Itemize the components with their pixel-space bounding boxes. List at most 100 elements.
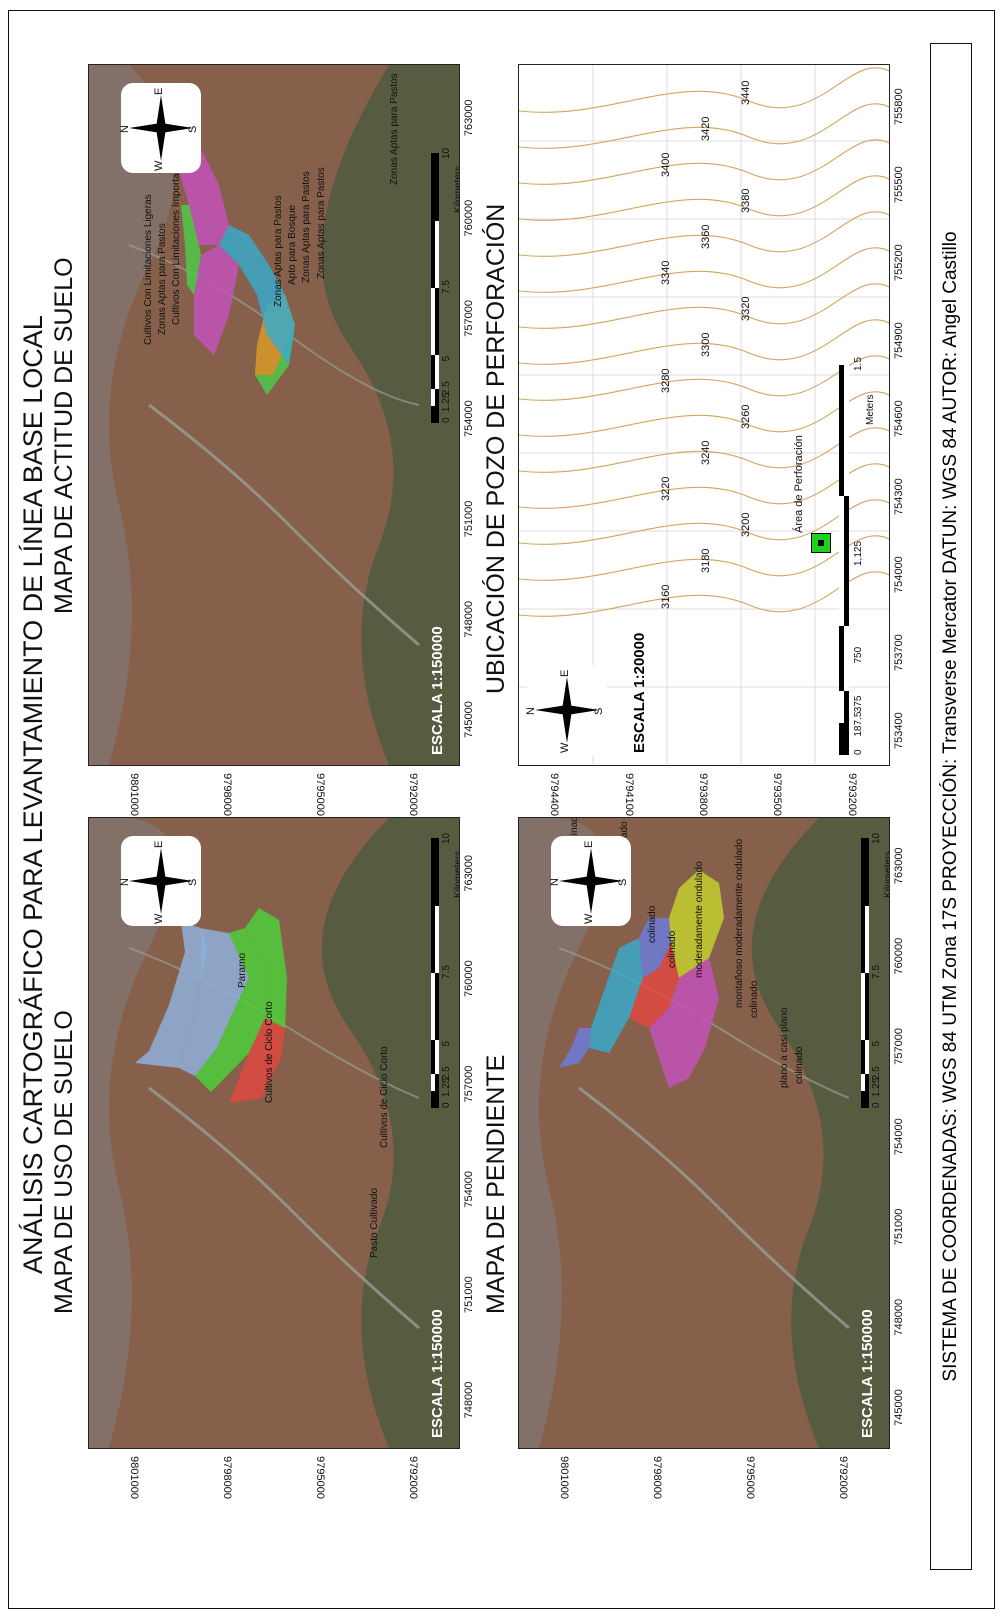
contour-line (519, 247, 889, 293)
aptitud-label-7: Cultivos Con Limitaciones Ligeras (143, 194, 154, 345)
contour-label: 3400 (660, 153, 672, 177)
contour-line (519, 283, 889, 329)
y-tick-label: 9794400 (548, 773, 561, 816)
slope-label-3: colinado (667, 930, 678, 968)
contour-line (519, 571, 889, 617)
x-tick-label: 748000 (463, 600, 475, 638)
y-tick-label: 9798000 (650, 1456, 663, 1499)
scalebar-unit: Kilometers (883, 850, 890, 898)
scalebar-tick-label: 2.5 (441, 1066, 452, 1081)
x-tick-label: 754300 (893, 478, 905, 515)
contour-label: 3300 (700, 333, 712, 357)
x-tick-label: 755500 (893, 166, 905, 203)
scalebar-graphic (861, 838, 869, 1108)
north-e: E (153, 840, 165, 848)
cultivos-label: Cultivos de Ciclo Corto (264, 1001, 275, 1103)
contour-line (519, 103, 889, 149)
contour-line (519, 175, 889, 221)
contour-line (519, 535, 889, 581)
contour-line (519, 319, 889, 365)
contour-label: 3160 (660, 585, 672, 609)
scalebar-ticks: 0 1.25 2.5 5 7.5 10 Kilometers (441, 148, 460, 423)
scalebar-ticks: 0 187.5 375 750 1,125 1.5 Meters (853, 357, 876, 755)
north-w: W (559, 742, 571, 753)
limitaciones-importantes-polygon (219, 225, 295, 365)
uso-suelo-map[interactable]: ESCALA 1:150000 Paramo Cultivos de Ciclo… (88, 817, 460, 1449)
slope-label-4: moderadamente ondulado (694, 861, 705, 978)
x-tick-label: 755200 (893, 244, 905, 281)
scalebar-tick-label: 7.5 (871, 965, 882, 979)
scale-label: ESCALA 1:20000 (631, 632, 648, 753)
scalebar: 0 1.25 2.5 5 7.5 10 Kilometers (431, 833, 460, 1108)
aptitud-label-3: Apto para Bosque (287, 204, 298, 285)
cultivos-polygon (195, 928, 267, 1092)
slope-label-8: colinado (794, 1046, 805, 1084)
scalebar-tick-label: 0 (441, 1102, 452, 1108)
pendiente-map[interactable]: ESCALA 1:150000 colinado colinado escarp… (518, 817, 890, 1449)
x-tick-label: 763000 (893, 847, 905, 885)
scalebar-ticks: 0 1.25 2.5 5 7.5 10 Kilometers (441, 833, 460, 1108)
x-tick-label: 757000 (893, 1028, 905, 1065)
compass-icon (129, 848, 193, 914)
x-tick-label: 760000 (893, 937, 905, 975)
scalebar: 0 1.25 2.5 5 7.5 10 Kilometers (861, 833, 890, 1108)
actitud-suelo-map[interactable]: ESCALA 1:150000 Zonas Aptas para Pastos … (88, 64, 460, 766)
scalebar-graphic (839, 365, 849, 755)
x-tick-label: 754000 (463, 1170, 475, 1208)
north-n: N (119, 125, 131, 133)
y-tick-label: 9793500 (771, 773, 784, 816)
y-tick-label: 9801000 (127, 1456, 140, 1499)
scalebar-tick-label: 750 (853, 646, 864, 664)
contour-line (519, 355, 889, 401)
scalebar-tick-label: 5 (441, 355, 452, 362)
scalebar-tick-label: 2.5 (871, 1066, 882, 1081)
drill-point[interactable] (811, 533, 831, 553)
aptitud-label-2: Zonas Aptas para Pastos (301, 171, 312, 283)
pasto-polygon (229, 1018, 285, 1103)
scalebar-tick-label: 10 (441, 832, 452, 844)
y-tick-label: 9793200 (845, 773, 858, 816)
y-tick-label: 9794100 (622, 773, 635, 816)
aptitud-label-6: Zonas Aptas para Pastos (157, 223, 168, 335)
y-tick-label: 9792000 (406, 1456, 419, 1499)
contour-label: 3360 (700, 225, 712, 249)
scalebar-tick-label: 0 (853, 749, 864, 755)
contour-line (519, 427, 889, 473)
compass-icon (559, 848, 623, 914)
colinado-polygon-2 (639, 918, 671, 978)
x-tick-label: 754600 (893, 400, 905, 437)
north-arrow: N S E W (525, 665, 607, 755)
x-tick-label: 760000 (463, 199, 475, 237)
x-tick-label: 754000 (893, 1118, 905, 1155)
north-s: S (187, 878, 199, 886)
contour-line (519, 499, 889, 545)
y-tick-label: 9798000 (220, 773, 233, 816)
x-tick-label: 751000 (463, 500, 475, 538)
pozo-map[interactable]: 3160 3180 3200 3220 3240 3260 3280 3300 3320 3340… (518, 64, 890, 766)
contour-label: 3180 (700, 549, 712, 573)
scalebar-graphic (431, 153, 439, 423)
north-w: W (583, 913, 595, 924)
x-tick-label: 754000 (463, 400, 475, 437)
x-tick-label: 763000 (463, 854, 475, 892)
aptitud-label-5: Cultivos Con Limitaciones Importantes (171, 154, 182, 325)
y-tick-label: 9801000 (557, 1456, 570, 1499)
aptitud-label-4: Zonas Aptas para Pastos (273, 195, 284, 307)
x-tick-label: 760000 (463, 960, 475, 997)
north-n: N (119, 878, 131, 886)
north-arrow: N S E W (549, 836, 631, 926)
scalebar: 0 1.25 2.5 5 7.5 10 Kilometers (431, 148, 460, 423)
scale-label: ESCALA 1:150000 (429, 626, 446, 755)
x-tick-label: 745000 (893, 1389, 905, 1426)
north-w: W (153, 913, 165, 924)
y-tick-label: 9795000 (313, 773, 326, 816)
x-tick-label: 757000 (463, 1065, 475, 1103)
x-tick-label: 748000 (463, 1381, 475, 1419)
contour-label: 3420 (700, 117, 712, 141)
escarpado-polygon (589, 938, 643, 1053)
contour-label: 3280 (660, 369, 672, 393)
scalebar-tick-label: 1.25 (441, 392, 452, 413)
x-tick-label: 748000 (893, 1298, 905, 1336)
